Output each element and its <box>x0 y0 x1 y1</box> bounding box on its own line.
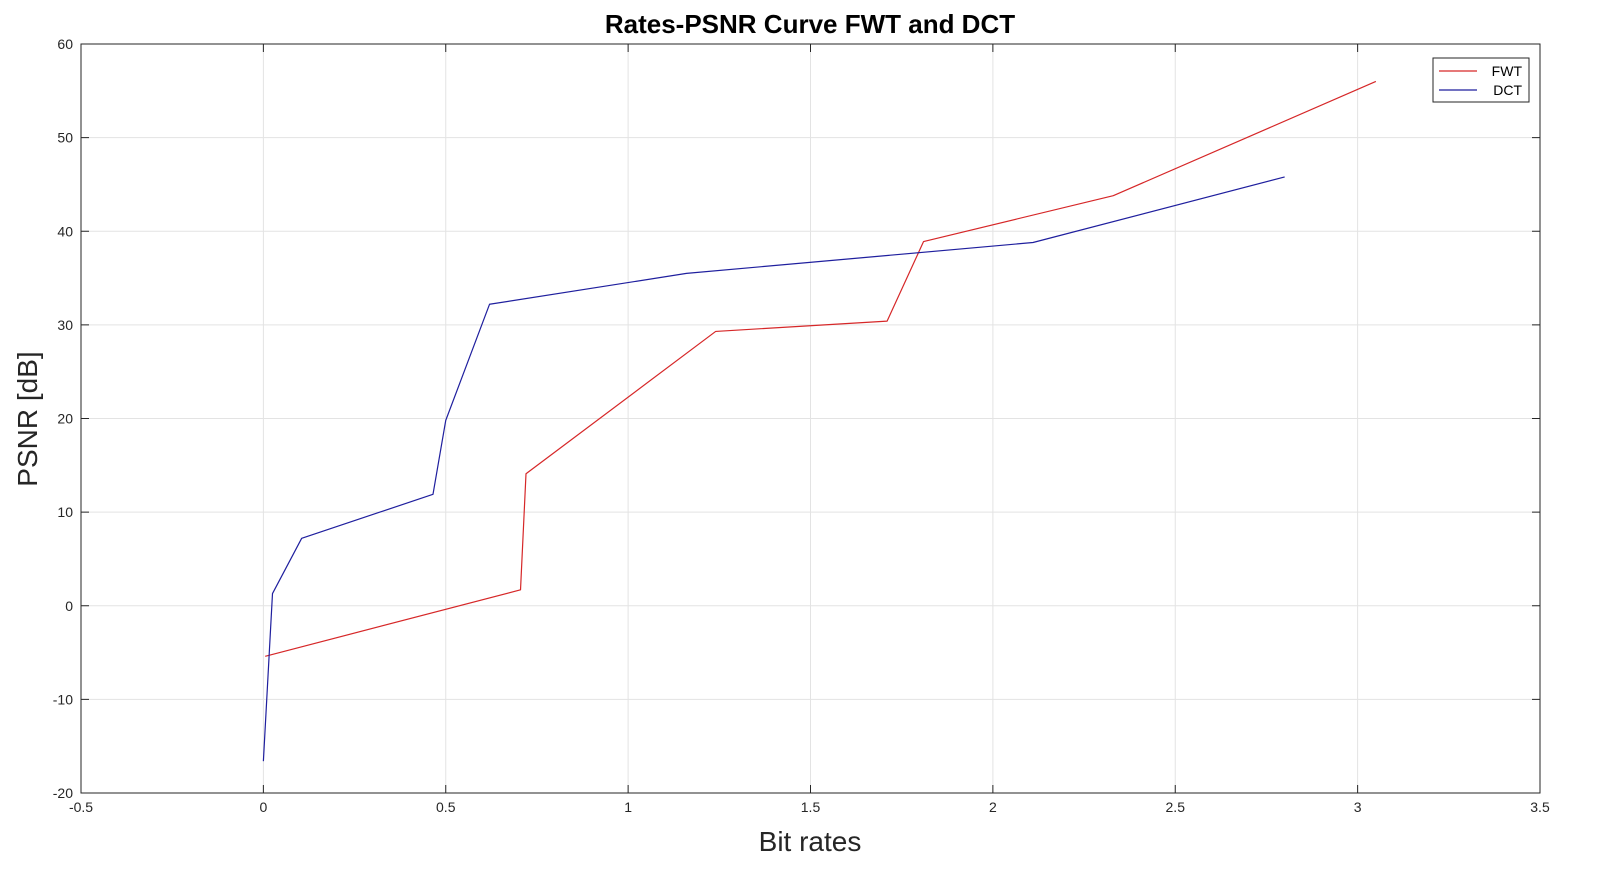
x-tick-label: 1.5 <box>801 799 821 815</box>
x-axis-ticks: -0.5 0 0.5 1 1.5 2 2.5 3 3.5 <box>69 44 1550 815</box>
grid-lines <box>80 43 1541 794</box>
y-tick-label: 50 <box>57 130 73 146</box>
y-axis-ticks: -20 -10 0 10 20 30 40 50 60 <box>53 36 1540 801</box>
x-tick-label: 2.5 <box>1166 799 1186 815</box>
y-tick-label: 40 <box>57 223 73 239</box>
series-line-fwt <box>265 80 1377 657</box>
y-tick-label: -20 <box>53 785 73 801</box>
y-axis-label: PSNR [dB] <box>12 351 43 486</box>
x-tick-label: -0.5 <box>69 799 93 815</box>
y-tick-label: -10 <box>53 691 73 707</box>
x-tick-label: 0 <box>259 799 267 815</box>
legend-box <box>1432 57 1530 103</box>
y-tick-label: 10 <box>57 504 73 520</box>
y-tick-label: 0 <box>65 598 73 614</box>
chart-title: Rates-PSNR Curve FWT and DCT <box>605 9 1015 39</box>
x-tick-label: 0.5 <box>436 799 456 815</box>
x-tick-label: 1 <box>624 799 632 815</box>
legend-label: DCT <box>1493 82 1522 98</box>
x-tick-label: 3 <box>1354 799 1362 815</box>
x-axis-label: Bit rates <box>759 826 862 857</box>
series-line-dct <box>262 176 1285 762</box>
x-tick-label: 2 <box>989 799 997 815</box>
y-tick-label: 60 <box>57 36 73 52</box>
legend: FWT DCT <box>1432 57 1530 103</box>
y-tick-label: 20 <box>57 411 73 427</box>
y-tick-label: 30 <box>57 317 73 333</box>
x-tick-label: 3.5 <box>1530 799 1550 815</box>
series-lines <box>262 80 1377 762</box>
legend-label: FWT <box>1492 63 1523 79</box>
